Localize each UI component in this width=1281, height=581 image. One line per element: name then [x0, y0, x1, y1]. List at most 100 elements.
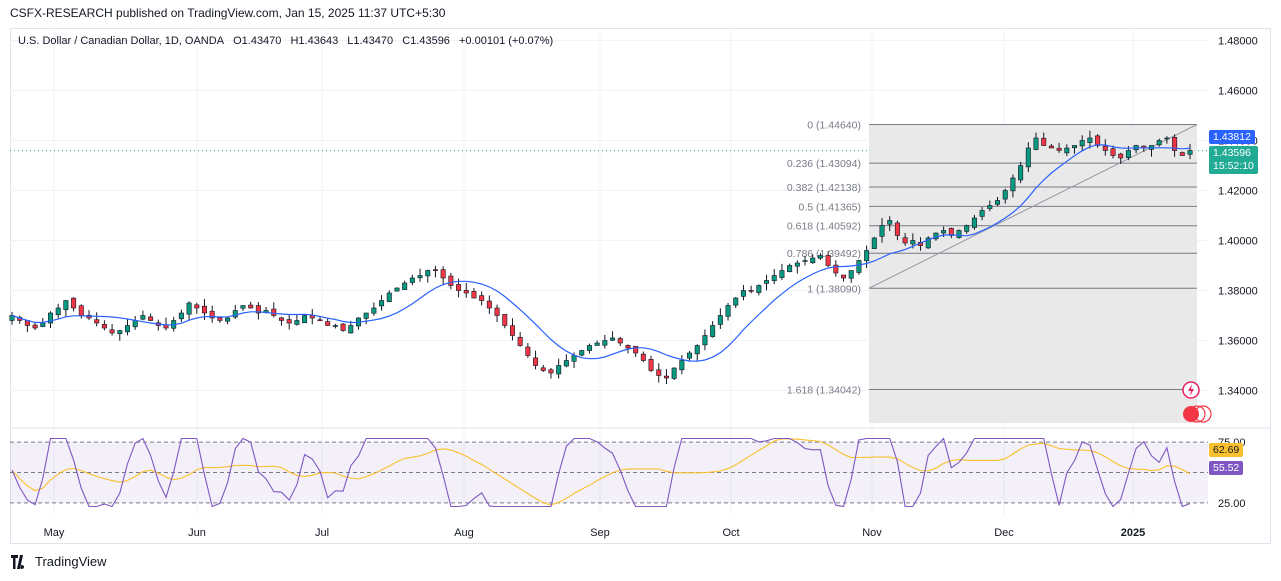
event-ring-icon	[1194, 405, 1212, 423]
candle-body	[748, 290, 754, 292]
candle-body	[533, 357, 539, 366]
candle-body	[579, 350, 585, 356]
footer-brand-text: TradingView	[35, 554, 107, 569]
candle-body	[1102, 145, 1108, 151]
candle-body	[148, 316, 154, 321]
candle-body	[833, 264, 839, 274]
candle-body	[556, 365, 562, 375]
price-tick-label: 1.46000	[1218, 86, 1258, 98]
rsi-pane	[10, 437, 1208, 508]
candle-body	[1072, 145, 1078, 149]
candle-body	[448, 275, 454, 286]
candle-body	[964, 225, 970, 232]
candle-body	[594, 342, 600, 346]
tradingview-logo-icon	[11, 554, 25, 569]
fibonacci-retracement: 0 (1.44640) 0.236 (1.43094) 0.382 (1.42138…	[787, 120, 1198, 423]
candle-body	[302, 315, 308, 324]
candle-body	[687, 352, 693, 359]
candle-body	[117, 330, 123, 335]
rsi-tick-label: 25.00	[1218, 498, 1246, 510]
candle-body	[94, 319, 100, 324]
candle-body	[1048, 145, 1054, 149]
candle-body	[1041, 137, 1047, 146]
candle-body	[394, 287, 400, 292]
candle-body	[132, 320, 138, 328]
candle-body	[941, 230, 947, 234]
candle-body	[1095, 135, 1101, 146]
candle-body	[995, 200, 1001, 205]
candle-body	[617, 338, 623, 344]
ohlc-open: O1.43470	[233, 35, 282, 47]
candle-body	[679, 360, 685, 371]
candle-body	[278, 317, 284, 321]
candle-body	[1110, 148, 1116, 156]
time-axis-label: Jun	[188, 527, 206, 539]
candle-body	[1087, 137, 1093, 143]
price-tick-label: 1.48000	[1218, 36, 1258, 48]
candle-body	[140, 315, 146, 320]
candle-body	[517, 336, 523, 346]
candle-body	[887, 220, 893, 225]
fib-level-label: 0.5 (1.41365)	[799, 201, 861, 213]
candle-body	[948, 227, 954, 236]
candle-body	[1164, 137, 1170, 140]
candle-body	[625, 345, 631, 349]
rsi-value-label: 55.52	[1209, 461, 1244, 475]
candle-body	[201, 305, 207, 314]
candle-body	[440, 269, 446, 279]
candle-body	[340, 323, 346, 331]
fib-level-label: 0 (1.44640)	[807, 120, 861, 132]
candle-body	[363, 312, 369, 319]
candle-body	[271, 308, 277, 316]
fib-level-label: 0.618 (1.40592)	[787, 221, 861, 233]
candle-body	[1179, 152, 1185, 156]
candle-body	[540, 367, 546, 371]
candle-body	[63, 300, 69, 310]
candle-body	[710, 325, 716, 337]
candle-body	[456, 284, 462, 291]
last-price-label: 1.43596 15:52:10	[1209, 146, 1258, 174]
candle-body	[817, 255, 823, 259]
last-price-value: 1.43596	[1213, 147, 1251, 159]
candle-body	[525, 346, 531, 356]
candle-body	[240, 305, 246, 309]
symbol-name: U.S. Dollar / Canadian Dollar, 1D, OANDA	[18, 35, 225, 47]
fib-level-label: 1 (1.38090)	[807, 283, 861, 295]
candle-body	[856, 260, 862, 273]
candle-body	[979, 210, 985, 217]
candle-body	[286, 319, 292, 324]
candle-body	[509, 325, 515, 336]
candle-body	[432, 269, 438, 271]
candle-body	[55, 307, 61, 316]
price-tick-label: 1.36000	[1218, 336, 1258, 348]
ohlc-close: C1.43596	[402, 35, 450, 47]
candle-body	[248, 304, 254, 309]
candle-body	[109, 329, 115, 334]
candle-body	[1125, 150, 1131, 158]
candle-body	[178, 312, 184, 320]
candle-body	[502, 314, 508, 326]
moving-average	[11, 144, 1191, 362]
candle-body	[217, 317, 223, 321]
candle-body	[1002, 190, 1008, 200]
time-axis-label: May	[44, 527, 65, 539]
symbol-legend[interactable]: U.S. Dollar / Canadian Dollar, 1D, OANDA…	[18, 35, 559, 47]
candle-body	[124, 325, 130, 333]
footer-brand[interactable]: TradingView	[10, 554, 107, 569]
candle-body	[794, 262, 800, 267]
candle-body	[671, 367, 677, 379]
countdown-value: 15:52:10	[1213, 160, 1254, 172]
time-axis-label: 2025	[1121, 527, 1145, 539]
candle-body	[194, 304, 200, 309]
ma-price-label: 1.43812	[1209, 130, 1255, 144]
fib-level-label: 0.236 (1.43094)	[787, 158, 861, 170]
candle-body	[1187, 150, 1193, 155]
candle-body	[787, 265, 793, 273]
time-axis-label: Oct	[722, 527, 739, 539]
time-axis-label: Aug	[454, 527, 474, 539]
candle-body	[1064, 147, 1070, 154]
chart-frame	[10, 28, 1271, 544]
us-flag-event-icon	[1183, 406, 1199, 422]
candle-body	[864, 250, 870, 262]
